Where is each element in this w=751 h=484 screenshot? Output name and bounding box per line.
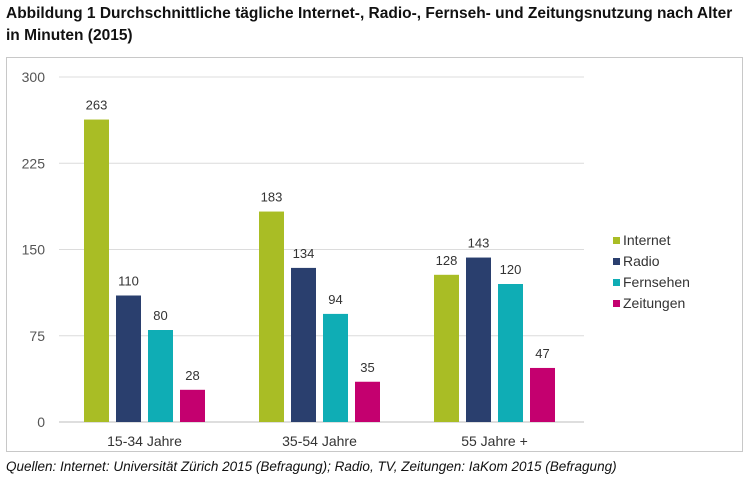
- axes: 0 75 150 225 300 15-34 Jahre 35-54 Jahre 55 Jah…: [22, 69, 528, 449]
- data-label: 110: [118, 274, 139, 289]
- bar-zeitungen: [530, 367, 555, 422]
- y-tick-label: 150: [22, 242, 46, 258]
- bars: [84, 119, 555, 423]
- y-tick-label: 300: [22, 69, 46, 85]
- legend-swatch-fernsehen: [613, 279, 620, 286]
- data-label: 80: [153, 308, 167, 323]
- bar-zeitungen: [180, 389, 205, 422]
- legend-label-zeitungen: Zeitungen: [623, 295, 685, 311]
- bar-fernsehen: [323, 313, 348, 422]
- legend-label-radio: Radio: [623, 253, 660, 269]
- data-label: 28: [185, 368, 199, 383]
- legend-label-fernsehen: Fernsehen: [623, 274, 690, 290]
- data-label: 94: [328, 292, 342, 307]
- bar-zeitungen: [355, 381, 380, 422]
- data-label: 134: [293, 246, 315, 261]
- bar-fernsehen: [148, 330, 173, 422]
- data-label: 128: [436, 253, 458, 268]
- legend-swatch-radio: [613, 258, 620, 265]
- y-tick-label: 75: [29, 328, 45, 344]
- x-tick-label: 35-54 Jahre: [282, 433, 357, 449]
- chart-title: Abbildung 1 Durchschnittliche tägliche I…: [6, 5, 733, 44]
- bar-internet: [84, 119, 109, 423]
- legend-swatch-internet: [613, 237, 620, 244]
- chart-frame: 0 75 150 225 300 15-34 Jahre 35-54 Jahre 55 Jah…: [6, 57, 743, 452]
- data-label: 183: [261, 190, 283, 205]
- data-label: 120: [500, 262, 522, 277]
- data-label: 35: [360, 360, 374, 375]
- legend-label-internet: Internet: [623, 232, 671, 248]
- legend-swatch-zeitungen: [613, 300, 620, 307]
- bar-internet: [434, 274, 459, 422]
- data-label: 143: [468, 236, 490, 251]
- data-label: 263: [86, 98, 108, 113]
- y-tick-label: 225: [22, 155, 46, 171]
- bar-chart: 0 75 150 225 300 15-34 Jahre 35-54 Jahre 55 Jah…: [22, 69, 690, 449]
- bar-fernsehen: [498, 284, 523, 422]
- data-labels: 263 110 80 28 183 134 94 35 128 143 120 47: [86, 98, 550, 383]
- y-tick-label: 0: [37, 414, 45, 430]
- gridlines: [59, 76, 584, 423]
- bar-radio: [291, 267, 316, 422]
- bar-radio: [466, 257, 491, 422]
- bar-radio: [116, 295, 141, 422]
- legend: Internet Radio Fernsehen Zeitungen: [613, 232, 690, 311]
- source-note: Quellen: Internet: Universität Zürich 20…: [6, 459, 617, 474]
- bar-internet: [259, 211, 284, 422]
- x-tick-label: 15-34 Jahre: [107, 433, 182, 449]
- x-tick-label: 55 Jahre +: [461, 433, 528, 449]
- data-label: 47: [535, 346, 549, 361]
